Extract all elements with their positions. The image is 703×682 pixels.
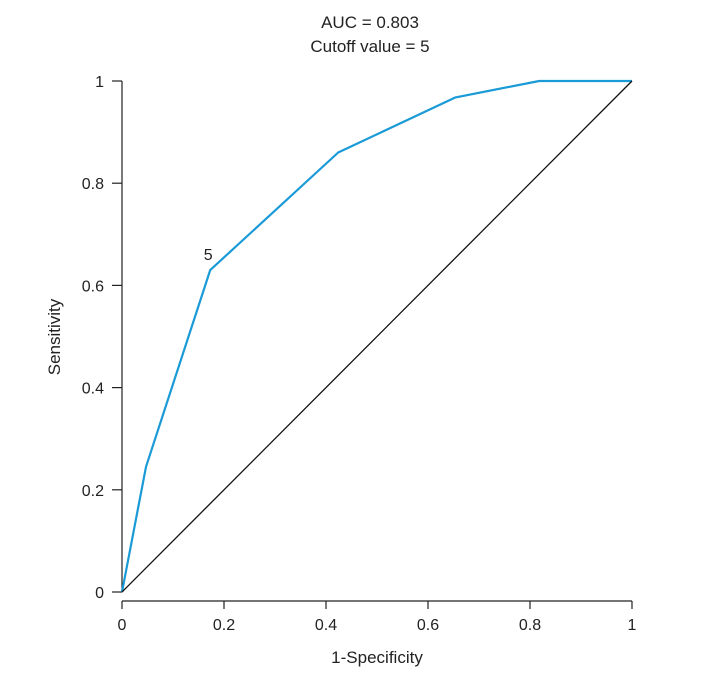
x-tick-label: 0 xyxy=(118,617,127,634)
y-tick-label: 0 xyxy=(95,585,104,602)
reference-diagonal-line xyxy=(121,80,633,593)
x-axis-label: 1-Specificity xyxy=(331,648,423,667)
chart-subtitle: Cutoff value = 5 xyxy=(310,37,429,56)
y-tick-label: 0.2 xyxy=(82,483,104,500)
chart-title: AUC = 0.803 xyxy=(321,13,419,32)
roc-curve-line xyxy=(120,79,632,593)
y-tick-label: 0.4 xyxy=(82,381,104,398)
series-layer xyxy=(120,79,633,593)
y-tick-label: 1 xyxy=(95,74,104,91)
x-tick-label: 0.2 xyxy=(213,617,235,634)
y-tick-label: 0.6 xyxy=(82,278,104,295)
cutoff-point-label: 5 xyxy=(204,247,213,264)
annotation-layer: 5 xyxy=(204,247,213,264)
y-axis-label: Sensitivity xyxy=(45,298,64,375)
y-tick-label: 0.8 xyxy=(82,176,104,193)
x-tick-label: 0.8 xyxy=(519,617,541,634)
y-axis-ticks: 0 0.2 0.4 0.6 0.8 1 xyxy=(82,74,122,602)
x-tick-label: 0.4 xyxy=(315,617,337,634)
x-axis-ticks: 0 0.2 0.4 0.6 0.8 1 xyxy=(118,601,637,634)
x-tick-label: 1 xyxy=(628,617,637,634)
x-tick-label: 0.6 xyxy=(417,617,439,634)
